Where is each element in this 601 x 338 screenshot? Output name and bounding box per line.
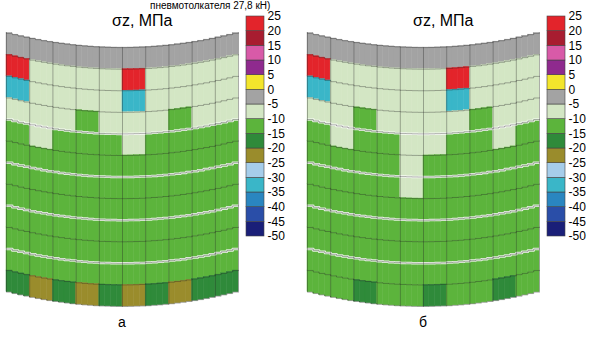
svg-text:-35: -35 — [268, 185, 286, 199]
svg-text:-5: -5 — [268, 97, 279, 111]
svg-text:-25: -25 — [268, 156, 286, 170]
svg-text:20: 20 — [268, 24, 282, 38]
svg-text:-20: -20 — [569, 141, 587, 155]
svg-text:-45: -45 — [268, 215, 286, 229]
svg-text:10: 10 — [268, 53, 282, 67]
svg-text:-10: -10 — [268, 112, 286, 126]
svg-text:-50: -50 — [268, 229, 286, 243]
html-text:σz, МПа: σz, МПа — [112, 12, 173, 29]
svg-text:-50: -50 — [569, 229, 587, 243]
html-text:а: а — [118, 314, 126, 330]
svg-text:-40: -40 — [569, 200, 587, 214]
svg-text:25: 25 — [569, 9, 583, 23]
html-text:б: б — [419, 314, 427, 330]
svg-text:25: 25 — [268, 9, 282, 23]
html-text:σz, МПа: σz, МПа — [413, 12, 474, 29]
svg-text:-30: -30 — [268, 171, 286, 185]
svg-text:-20: -20 — [268, 141, 286, 155]
svg-text:0: 0 — [268, 83, 275, 97]
svg-text:-35: -35 — [569, 185, 587, 199]
svg-text:15: 15 — [569, 39, 583, 53]
svg-text:20: 20 — [569, 24, 583, 38]
svg-text:5: 5 — [569, 68, 576, 82]
svg-text:15: 15 — [268, 39, 282, 53]
svg-text:-5: -5 — [569, 97, 580, 111]
svg-text:-40: -40 — [268, 200, 286, 214]
html-text:пневмотолкателя 27,8 кН): пневмотолкателя 27,8 кН) — [150, 0, 271, 11]
svg-text:5: 5 — [268, 68, 275, 82]
svg-text:-10: -10 — [569, 112, 587, 126]
svg-text:10: 10 — [569, 53, 583, 67]
svg-text:-15: -15 — [569, 127, 587, 141]
svg-text:-25: -25 — [569, 156, 587, 170]
svg-text:-15: -15 — [268, 127, 286, 141]
svg-text:0: 0 — [569, 83, 576, 97]
svg-text:-45: -45 — [569, 215, 587, 229]
svg-text:-30: -30 — [569, 171, 587, 185]
